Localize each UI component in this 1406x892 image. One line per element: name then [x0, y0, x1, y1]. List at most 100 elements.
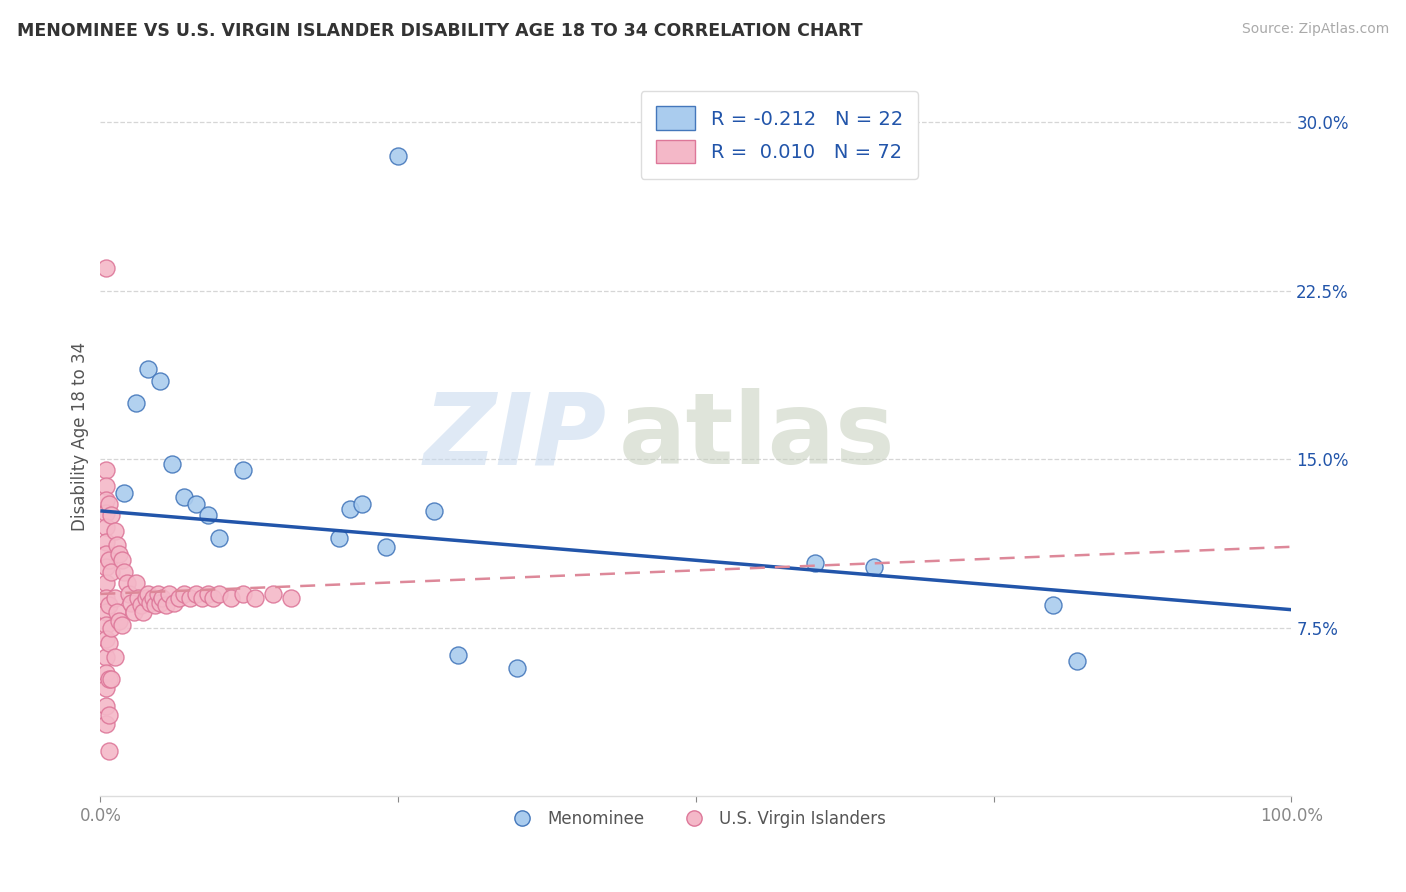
Point	[184, 587, 207, 601]
Point	[149, 596, 172, 610]
Point	[184, 497, 207, 511]
Point	[167, 591, 190, 606]
Point	[202, 591, 225, 606]
Point	[96, 605, 118, 619]
Point	[243, 591, 266, 606]
Point	[100, 508, 122, 523]
Point	[506, 661, 529, 675]
Point	[96, 535, 118, 549]
Point	[146, 587, 169, 601]
Point	[96, 479, 118, 493]
Point	[280, 591, 302, 606]
Point	[96, 492, 118, 507]
Point	[105, 605, 128, 619]
Point	[96, 506, 118, 520]
Point	[96, 632, 118, 646]
Point	[232, 587, 254, 601]
Point	[97, 636, 120, 650]
Point	[208, 531, 231, 545]
Point	[104, 591, 127, 606]
Point	[96, 591, 118, 606]
Point	[387, 149, 409, 163]
Point	[190, 591, 212, 606]
Point	[127, 591, 149, 606]
Point	[96, 665, 118, 680]
Point	[108, 547, 131, 561]
Text: ZIP: ZIP	[423, 388, 606, 485]
Point	[125, 575, 148, 590]
Point	[108, 614, 131, 628]
Point	[105, 537, 128, 551]
Point	[111, 553, 134, 567]
Point	[143, 598, 166, 612]
Y-axis label: Disability Age 18 to 34: Disability Age 18 to 34	[72, 343, 89, 532]
Text: atlas: atlas	[619, 388, 896, 485]
Point	[163, 596, 186, 610]
Point	[100, 565, 122, 579]
Point	[232, 463, 254, 477]
Text: Source: ZipAtlas.com: Source: ZipAtlas.com	[1241, 22, 1389, 37]
Point	[173, 587, 195, 601]
Point	[262, 587, 284, 601]
Point	[1066, 654, 1088, 668]
Point	[208, 587, 231, 601]
Point	[96, 681, 118, 696]
Point	[125, 396, 148, 410]
Point	[173, 491, 195, 505]
Point	[96, 717, 118, 731]
Point	[136, 587, 159, 601]
Point	[446, 648, 468, 662]
Point	[160, 457, 183, 471]
Point	[120, 596, 142, 610]
Point	[197, 508, 219, 523]
Point	[150, 591, 173, 606]
Point	[136, 362, 159, 376]
Point	[129, 598, 152, 612]
Point	[112, 486, 135, 500]
Point	[112, 565, 135, 579]
Point	[339, 501, 361, 516]
Point	[375, 540, 398, 554]
Point	[96, 519, 118, 533]
Point	[97, 598, 120, 612]
Point	[115, 575, 138, 590]
Point	[221, 591, 243, 606]
Point	[139, 596, 162, 610]
Point	[96, 575, 118, 590]
Point	[96, 547, 118, 561]
Point	[100, 673, 122, 687]
Point	[142, 591, 165, 606]
Point	[97, 673, 120, 687]
Point	[96, 649, 118, 664]
Point	[97, 497, 120, 511]
Point	[135, 591, 157, 606]
Point	[352, 497, 374, 511]
Point	[104, 649, 127, 664]
Point	[96, 699, 118, 714]
Point	[179, 591, 201, 606]
Point	[132, 605, 155, 619]
Point	[104, 524, 127, 538]
Point	[863, 560, 886, 574]
Point	[96, 618, 118, 632]
Point	[97, 744, 120, 758]
Point	[423, 504, 446, 518]
Point	[111, 618, 134, 632]
Text: MENOMINEE VS U.S. VIRGIN ISLANDER DISABILITY AGE 18 TO 34 CORRELATION CHART: MENOMINEE VS U.S. VIRGIN ISLANDER DISABI…	[17, 22, 862, 40]
Point	[97, 553, 120, 567]
Point	[804, 556, 827, 570]
Point	[1042, 598, 1064, 612]
Point	[197, 587, 219, 601]
Point	[328, 531, 350, 545]
Point	[118, 587, 141, 601]
Point	[97, 708, 120, 723]
Point	[100, 621, 122, 635]
Point	[149, 374, 172, 388]
Point	[96, 261, 118, 276]
Legend: Menominee, U.S. Virgin Islanders: Menominee, U.S. Virgin Islanders	[499, 803, 893, 835]
Point	[96, 560, 118, 574]
Point	[159, 587, 181, 601]
Point	[96, 463, 118, 477]
Point	[155, 598, 177, 612]
Point	[122, 605, 145, 619]
